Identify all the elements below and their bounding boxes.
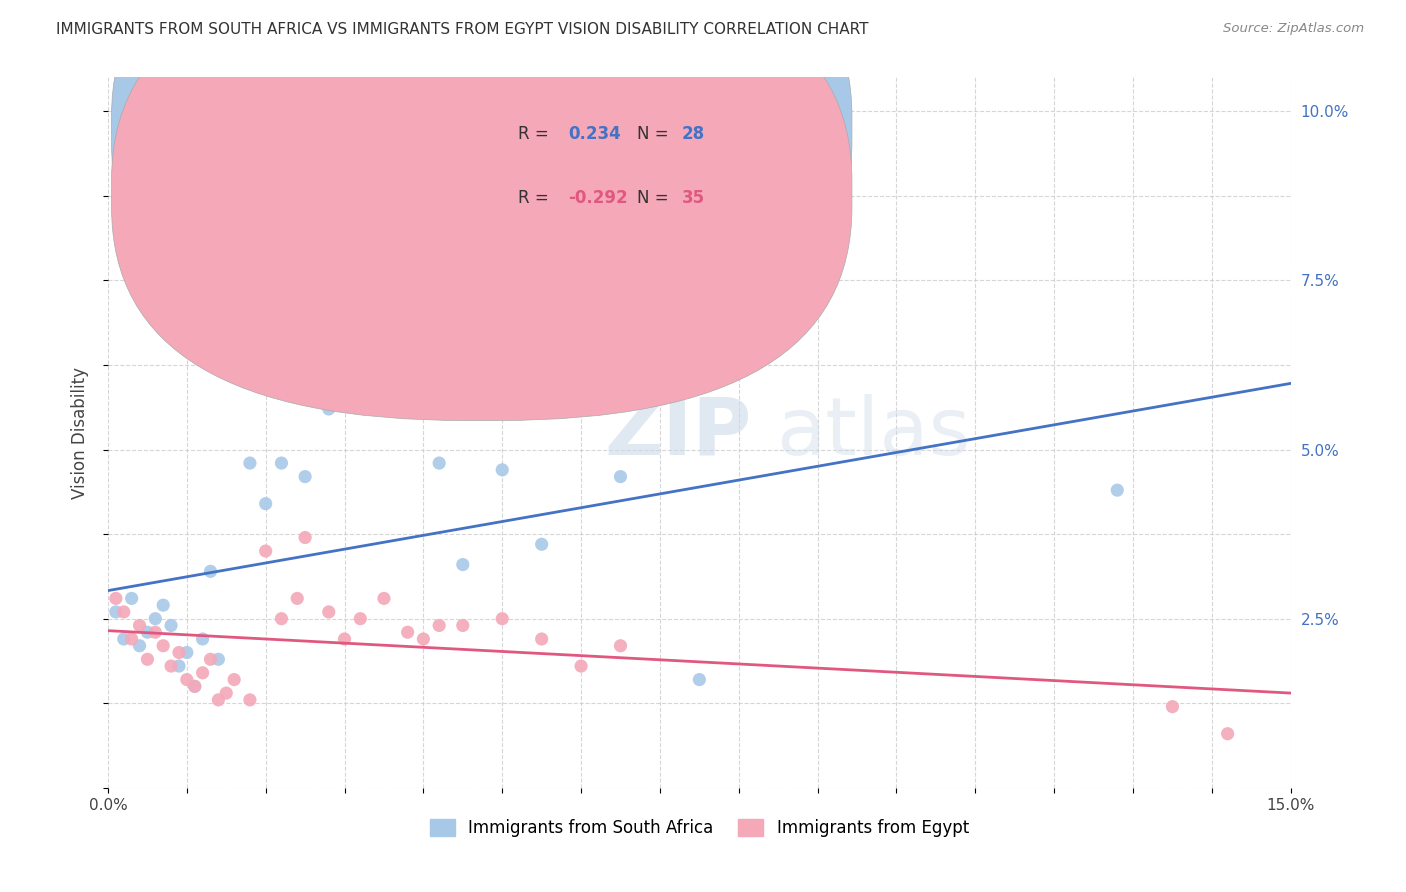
Point [254, 497, 277, 511]
Point [160, 659, 183, 673]
Point [183, 679, 205, 693]
Text: ZIP: ZIP [605, 393, 752, 472]
Point [294, 469, 316, 483]
Point [294, 531, 316, 545]
Text: Source: ZipAtlas.com: Source: ZipAtlas.com [1223, 22, 1364, 36]
Y-axis label: Vision Disability: Vision Disability [72, 367, 89, 499]
Point [1107, 483, 1129, 497]
Point [427, 456, 450, 470]
Point [128, 618, 150, 632]
FancyBboxPatch shape [433, 88, 747, 241]
Point [167, 659, 190, 673]
Text: 28: 28 [682, 125, 704, 144]
Point [224, 673, 246, 687]
Point [412, 632, 434, 646]
Point [112, 632, 135, 646]
Text: N =: N = [637, 189, 673, 207]
Point [207, 652, 229, 666]
Point [152, 598, 174, 612]
Point [207, 693, 229, 707]
Point [128, 639, 150, 653]
Text: 35: 35 [682, 189, 704, 207]
Point [318, 605, 340, 619]
Point [191, 632, 214, 646]
Point [530, 537, 553, 551]
Point [349, 348, 371, 362]
Point [451, 558, 474, 572]
Point [143, 625, 166, 640]
Text: 0.234: 0.234 [568, 125, 621, 144]
Point [349, 612, 371, 626]
FancyBboxPatch shape [111, 0, 852, 357]
Text: R =: R = [519, 125, 554, 144]
Point [270, 456, 292, 470]
Point [143, 612, 166, 626]
Text: -0.292: -0.292 [568, 189, 627, 207]
Point [160, 618, 183, 632]
Point [609, 639, 631, 653]
Point [396, 625, 419, 640]
Point [569, 659, 592, 673]
Point [427, 618, 450, 632]
Point [285, 591, 308, 606]
Point [396, 287, 419, 301]
Point [333, 632, 356, 646]
Point [254, 544, 277, 558]
Point [136, 652, 159, 666]
Point [239, 456, 262, 470]
Point [191, 665, 214, 680]
Text: atlas: atlas [776, 393, 970, 472]
Point [270, 612, 292, 626]
Point [104, 605, 127, 619]
Point [183, 679, 205, 693]
Point [176, 673, 198, 687]
Point [200, 652, 222, 666]
Legend: Immigrants from South Africa, Immigrants from Egypt: Immigrants from South Africa, Immigrants… [423, 812, 976, 844]
Point [112, 605, 135, 619]
Point [215, 686, 238, 700]
Text: R =: R = [519, 189, 554, 207]
Point [491, 612, 513, 626]
Point [1161, 699, 1184, 714]
Text: IMMIGRANTS FROM SOUTH AFRICA VS IMMIGRANTS FROM EGYPT VISION DISABILITY CORRELAT: IMMIGRANTS FROM SOUTH AFRICA VS IMMIGRAN… [56, 22, 869, 37]
Point [688, 673, 710, 687]
FancyBboxPatch shape [111, 0, 852, 420]
Point [451, 618, 474, 632]
Point [530, 632, 553, 646]
Point [373, 591, 395, 606]
Point [318, 401, 340, 416]
Point [136, 625, 159, 640]
Point [121, 632, 143, 646]
Point [176, 646, 198, 660]
Point [1216, 727, 1239, 741]
Point [167, 646, 190, 660]
Point [200, 565, 222, 579]
Point [239, 693, 262, 707]
Point [152, 639, 174, 653]
Point [609, 469, 631, 483]
Text: N =: N = [637, 125, 673, 144]
Point [491, 463, 513, 477]
Point [121, 591, 143, 606]
Point [104, 591, 127, 606]
